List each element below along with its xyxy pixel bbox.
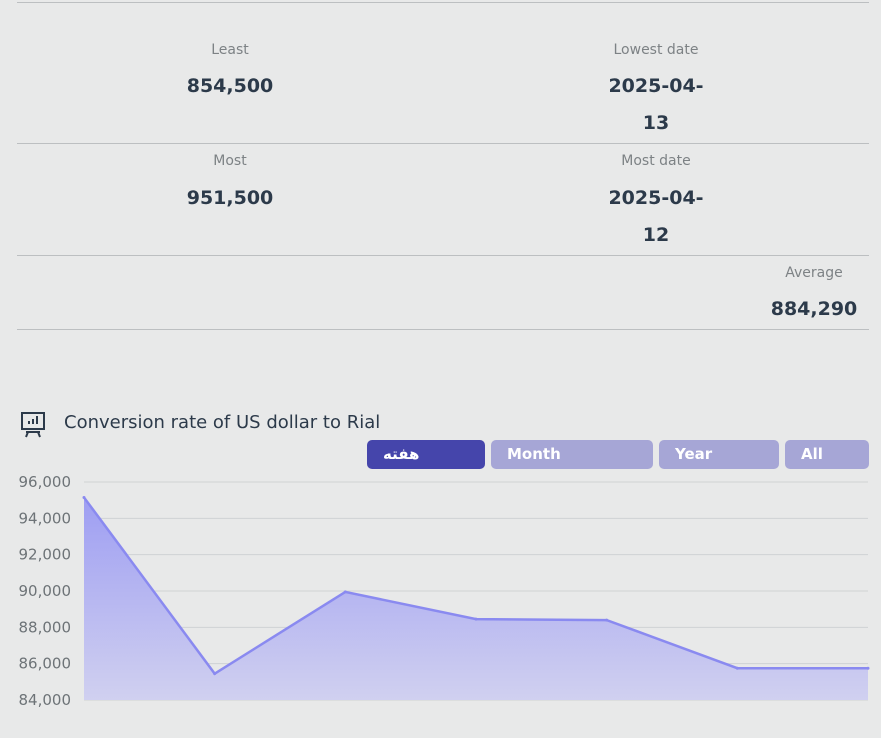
average-label: Average xyxy=(785,265,843,281)
divider xyxy=(17,2,869,3)
presentation-chart-icon xyxy=(19,410,47,442)
data-point xyxy=(605,618,609,622)
area-fill xyxy=(84,497,868,700)
least-value: 854,500 xyxy=(186,75,274,97)
divider xyxy=(17,255,869,256)
data-point xyxy=(735,666,739,670)
range-all-button[interactable]: All xyxy=(785,440,869,469)
average-value: 884,290 xyxy=(770,298,858,320)
lowest-date-value-day: 13 xyxy=(642,112,670,134)
data-point xyxy=(474,617,478,621)
data-point xyxy=(213,672,217,676)
lowest-date-value: 2025-04- xyxy=(608,75,704,97)
most-date-value-day: 12 xyxy=(642,224,670,246)
chart-title: Conversion rate of US dollar to Rial xyxy=(64,412,381,433)
y-tick-label: 90,000 xyxy=(19,582,72,600)
most-value: 951,500 xyxy=(186,187,274,209)
divider xyxy=(17,329,869,330)
y-tick-label: 84,000 xyxy=(19,691,72,709)
y-tick-label: 86,000 xyxy=(19,655,72,673)
rate-chart: 96,000 94,000 92,000 90,000 88,000 86,000 84,0… xyxy=(19,473,870,709)
y-tick-label: 92,000 xyxy=(19,546,72,564)
most-date-value: 2025-04- xyxy=(608,187,704,209)
least-label: Least xyxy=(211,42,249,58)
most-date-label: Most date xyxy=(621,153,691,169)
divider xyxy=(17,143,869,144)
range-week-button[interactable]: هفته xyxy=(367,440,485,469)
y-tick-label: 94,000 xyxy=(19,509,72,527)
lowest-date-label: Lowest date xyxy=(613,42,699,58)
y-tick-label: 88,000 xyxy=(19,618,72,636)
data-point xyxy=(82,495,86,499)
y-tick-label: 96,000 xyxy=(19,473,72,491)
range-year-button[interactable]: Year xyxy=(659,440,779,469)
data-point xyxy=(866,666,870,670)
data-point xyxy=(343,590,347,594)
range-month-button[interactable]: Month xyxy=(491,440,653,469)
most-label: Most xyxy=(213,153,247,169)
